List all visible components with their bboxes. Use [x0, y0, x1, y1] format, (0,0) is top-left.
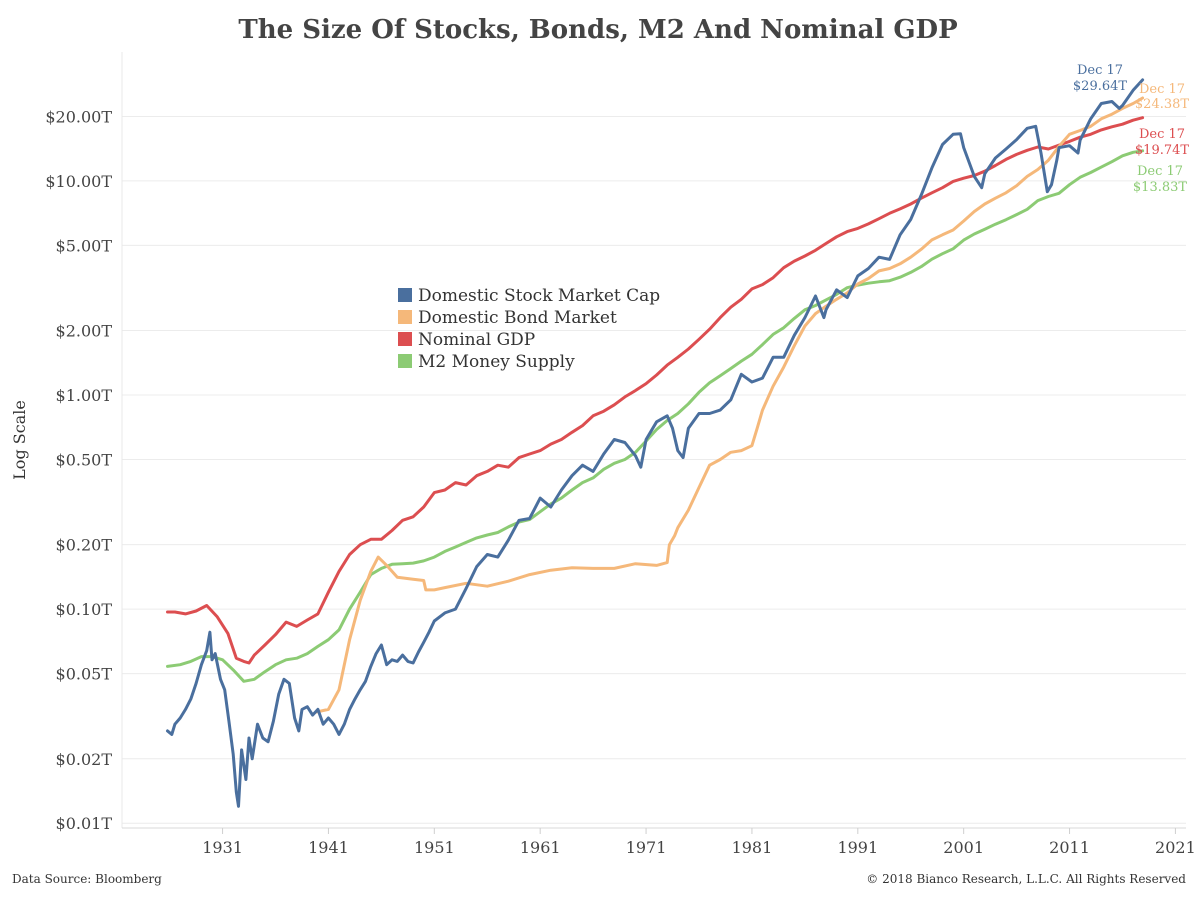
- gridlines: [122, 115, 1186, 824]
- x-tick-label: 2021: [1155, 838, 1196, 857]
- end-label-date-nominal-gdp: Dec 17: [1139, 127, 1185, 142]
- footer-copyright: © 2018 Bianco Research, L.L.C. All Right…: [866, 872, 1186, 886]
- x-tick-label: 1981: [732, 838, 773, 857]
- y-tick-label: $10.00T: [45, 172, 112, 191]
- x-tick-label: 1941: [308, 838, 349, 857]
- x-tick-label: 1931: [202, 838, 243, 857]
- x-tick-label: 1951: [414, 838, 455, 857]
- end-label-date-domestic-stock-market-cap: Dec 17: [1077, 63, 1123, 78]
- x-tick-label: 2001: [943, 838, 984, 857]
- x-tick-label: 1971: [626, 838, 667, 857]
- end-label-value-nominal-gdp: $19.74T: [1135, 143, 1189, 158]
- series-line-domestic-stock-market-cap: [166, 78, 1145, 808]
- y-tick-label: $20.00T: [45, 107, 112, 126]
- series-lines: [166, 78, 1145, 808]
- y-tick-label: $0.50T: [56, 450, 113, 469]
- y-tick-label: $0.10T: [56, 600, 113, 619]
- legend-swatch-domestic-stock-market-cap: [398, 288, 412, 302]
- legend-entry-nominal-gdp: Nominal GDP: [418, 330, 535, 350]
- y-tick-label: $5.00T: [56, 236, 113, 255]
- end-label-value-domestic-bond-market: $24.38T: [1135, 97, 1189, 112]
- legend-swatch-domestic-bond-market: [398, 310, 412, 324]
- y-axis-label: Log Scale: [10, 400, 29, 480]
- legend-entry-m2-money-supply: M2 Money Supply: [418, 352, 575, 372]
- end-label-value-m2-money-supply: $13.83T: [1133, 180, 1187, 195]
- series-line-domestic-bond-market: [314, 96, 1145, 714]
- y-tick-label: $0.01T: [56, 814, 113, 833]
- end-label-date-m2-money-supply: Dec 17: [1137, 164, 1183, 179]
- y-tick-label: $0.20T: [56, 536, 113, 555]
- y-tick-label: $1.00T: [56, 386, 113, 405]
- y-tick-label: $0.02T: [56, 750, 113, 769]
- legend-entry-domestic-bond-market: Domestic Bond Market: [418, 308, 617, 328]
- chart-title: The Size Of Stocks, Bonds, M2 And Nomina…: [238, 15, 957, 45]
- legend-swatch-nominal-gdp: [398, 332, 412, 346]
- axes: $0.01T $0.02T $0.05T $0.10T $0.20T $0.50T $1.0…: [45, 52, 1196, 857]
- x-tick-label: 1991: [837, 838, 878, 857]
- legend-entry-domestic-stock-market-cap: Domestic Stock Market Cap: [418, 286, 660, 306]
- footer-source: Data Source: Bloomberg: [12, 872, 162, 886]
- legend-swatch-m2-money-supply: [398, 354, 412, 368]
- y-tick-label: $0.05T: [56, 665, 113, 684]
- end-label-date-domestic-bond-market: Dec 17: [1139, 82, 1185, 97]
- series-line-m2-money-supply: [166, 149, 1145, 683]
- x-tick-label: 1961: [520, 838, 561, 857]
- end-label-value-domestic-stock-market-cap: $29.64T: [1073, 79, 1127, 94]
- x-tick-label: 2011: [1049, 838, 1090, 857]
- y-tick-label: $2.00T: [56, 322, 113, 341]
- series-line-nominal-gdp: [166, 116, 1145, 665]
